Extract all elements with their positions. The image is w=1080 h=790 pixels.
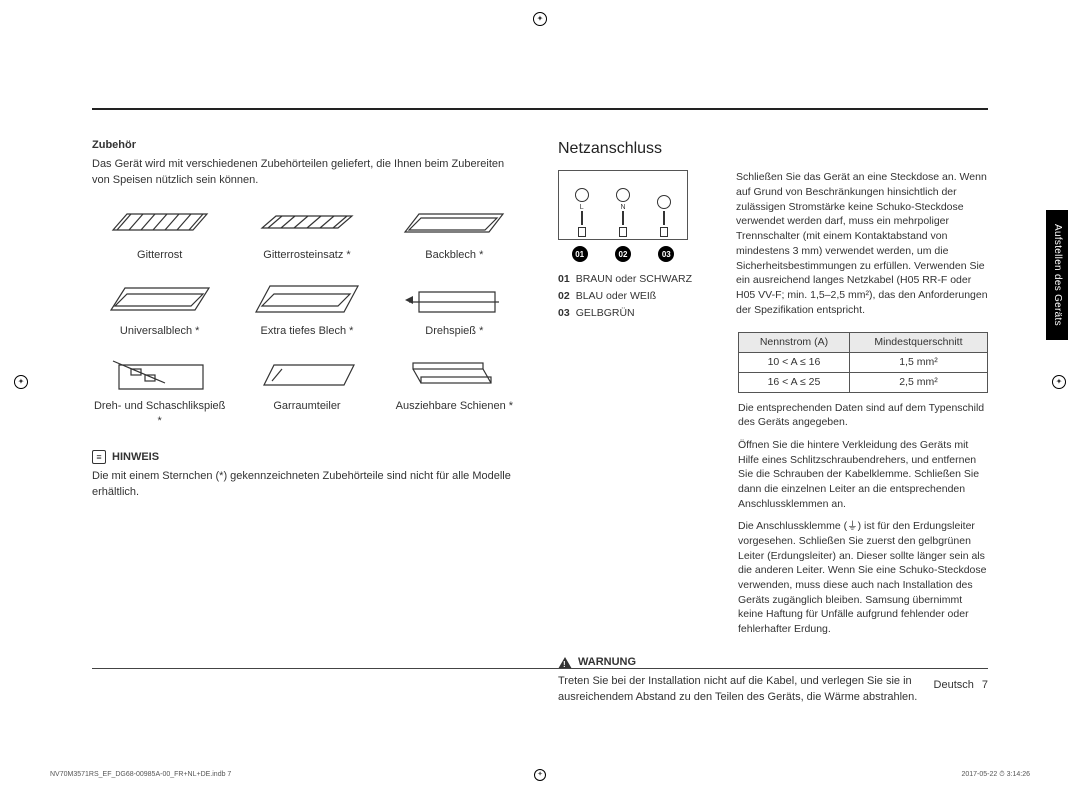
terminal-number: 03 [658,246,674,262]
cable-spec-table: Nennstrom (A) Mindestquerschnitt 10 < A … [738,332,988,392]
accessory-label: Gitterrosteinsatz * [239,248,374,263]
table-header-section: Mindestquerschnitt [849,333,987,353]
registration-mark-right: ✦ [1052,375,1066,389]
accessory-illustration [387,198,522,246]
accessory-item: Garraumteiler [239,349,374,436]
table-cell: 16 < A ≤ 25 [739,372,850,392]
warning-icon [558,657,572,669]
note-icon: ≡ [92,450,106,464]
section-tab: Aufstellen des Geräts [1046,210,1068,340]
note-block: ≡ HINWEIS Die mit einem Sternchen (*) ge… [92,450,522,500]
connection-para-3: Öffnen Sie die hintere Verkleidung des G… [738,438,988,511]
terminal-number: 02 [615,246,631,262]
accessory-label: Gitterrost [92,248,227,263]
registration-mark-left: ✦ [14,375,28,389]
left-column: Zubehör Das Gerät wird mit verschiedenen… [92,138,522,500]
table-header-current: Nennstrom (A) [739,333,850,353]
accessory-item: Gitterrosteinsatz * [239,198,374,269]
accessory-item: Gitterrost [92,198,227,269]
accessory-item: Universalblech * [92,274,227,345]
wiring-left: LN 01 02 03 01BRAUN oder SCHWARZ 02BLAU ode… [558,170,718,322]
accessory-item: Backblech * [387,198,522,269]
top-rule [92,108,988,110]
accessory-item: Ausziehbare Schienen * [387,349,522,436]
accessory-label: Ausziehbare Schienen * [387,399,522,414]
table-cell: 1,5 mm² [849,353,987,373]
print-timestamp: 2017-05-22 ⏱ 3:14:26 [961,770,1030,780]
accessory-label: Extra tiefes Blech * [239,324,374,339]
table-row: 16 < A ≤ 252,5 mm² [739,372,988,392]
terminal-number: 01 [572,246,588,262]
connection-paragraph-1: Schließen Sie das Gerät an eine Steckdos… [736,170,988,322]
accessories-intro: Das Gerät wird mit verschiedenen Zubehör… [92,157,522,188]
legend-row: 02BLAU oder WEIß [558,289,718,304]
accessory-illustration [92,198,227,246]
spec-note: Die entsprechenden Daten sind auf dem Ty… [738,401,988,430]
note-text: Die mit einem Sternchen (*) gekennzeichn… [92,469,522,500]
footer-rule [92,668,988,669]
table-row: 10 < A ≤ 161,5 mm² [739,353,988,373]
print-filename: NV70M3571RS_EF_DG68-00985A-00_FR+NL+DE.i… [50,770,231,780]
footer-page-number: 7 [982,678,988,693]
accessory-illustration [239,198,374,246]
wire-legend: 01BRAUN oder SCHWARZ 02BLAU oder WEIß 03GE… [558,272,718,320]
accessory-label: Dreh- und Schaschlikspieß * [92,399,227,430]
table-cell: 2,5 mm² [849,372,987,392]
terminal: L [571,188,593,237]
connection-para-4: Die Anschlussklemme (⏚) ist für den Erdu… [738,519,988,637]
wiring-diagram: LN [558,170,688,240]
accessory-item: Dreh- und Schaschlikspieß * [92,349,227,436]
accessory-illustration [92,274,227,322]
terminal: N [612,188,634,237]
registration-mark-bottom: ✦ [534,769,546,781]
accessory-label: Garraumteiler [239,399,374,414]
footer-language: Deutsch [934,678,974,693]
accessory-illustration [387,349,522,397]
accessory-illustration [92,349,227,397]
accessory-illustration [239,349,374,397]
accessory-illustration [387,274,522,322]
wiring-row: LN 01 02 03 01BRAUN oder SCHWARZ 02BLAU ode… [558,170,988,322]
page-footer: Deutsch 7 [92,678,988,693]
registration-mark-top: ✦ [533,12,547,26]
accessory-label: Backblech * [387,248,522,263]
accessory-label: Drehspieß * [387,324,522,339]
legend-row: 03GELBGRÜN [558,306,718,321]
accessory-label: Universalblech * [92,324,227,339]
netzanschluss-heading: Netzanschluss [558,138,988,160]
print-metadata: NV70M3571RS_EF_DG68-00985A-00_FR+NL+DE.i… [50,770,1030,780]
terminal [653,195,675,237]
legend-row: 01BRAUN oder SCHWARZ [558,272,718,287]
accessories-heading: Zubehör [92,138,522,153]
table-cell: 10 < A ≤ 16 [739,353,850,373]
page-content: Zubehör Das Gerät wird mit verschiedenen… [92,120,988,680]
note-title: HINWEIS [112,450,159,465]
accessory-item: Drehspieß * [387,274,522,345]
right-column: Netzanschluss LN 01 02 03 01BRAUN oder SCH… [558,138,988,705]
accessories-grid: Gitterrost Gitterrosteinsatz * Backblech… [92,198,522,436]
terminal-numbers: 01 02 03 [558,246,688,262]
accessory-illustration [239,274,374,322]
accessory-item: Extra tiefes Blech * [239,274,374,345]
